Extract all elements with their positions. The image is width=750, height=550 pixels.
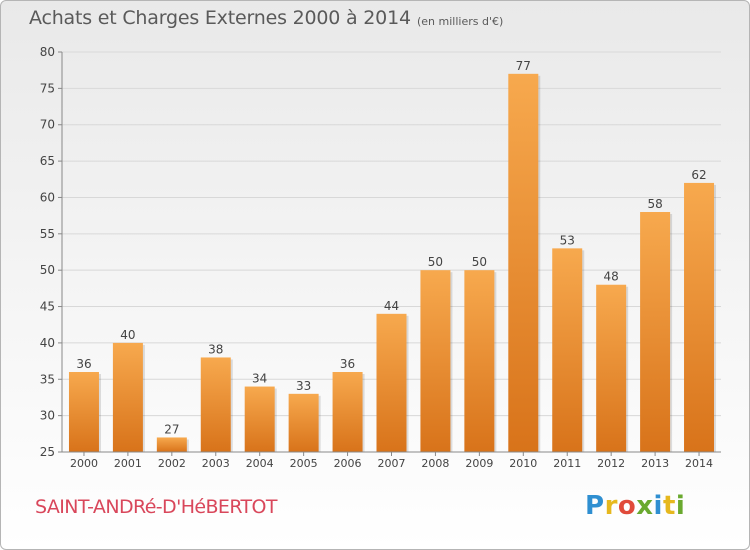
bar-2009 [464,270,495,452]
bar-value-label: 34 [252,372,267,386]
bar-2013 [640,212,671,452]
bar-value-label: 36 [340,357,355,371]
x-tick-label: 2011 [553,457,581,470]
bar-2014 [684,182,715,452]
bar-value-label: 77 [516,59,531,73]
bar-value-label: 36 [76,357,91,371]
y-tick-label: 30 [40,409,55,423]
bar-2004 [244,386,275,452]
chart-subtitle: (en milliers d'€) [417,15,504,28]
x-tick-label: 2008 [421,457,449,470]
bar-value-label: 38 [208,342,223,356]
y-tick-label: 35 [40,372,55,386]
bar-value-label: 50 [472,255,487,269]
x-tick-label: 2013 [641,457,669,470]
x-tick-label: 2003 [202,457,230,470]
x-tick-label: 2002 [158,457,186,470]
bar-value-label: 33 [296,379,311,393]
bar-value-label: 50 [428,255,443,269]
x-tick-label: 2000 [70,457,98,470]
y-tick-label: 65 [40,154,55,168]
x-tick-label: 2014 [685,457,713,470]
bar-2007 [376,313,407,452]
bar-value-label: 58 [647,197,662,211]
x-tick-label: 2012 [597,457,625,470]
bar-2006 [332,372,363,452]
y-tick-label: 55 [40,227,55,241]
proxiti-logo: Proxiti [585,491,686,521]
bar-2010 [508,73,539,453]
x-tick-label: 2001 [114,457,142,470]
x-tick-label: 2004 [246,457,274,470]
y-tick-label: 40 [40,336,55,350]
commune-name: SAINT-ANDRé-D'HéBERTOT [35,496,278,518]
bar-value-label: 62 [691,168,706,182]
bar-2003 [200,357,231,452]
x-tick-label: 2009 [465,457,493,470]
bar-value-label: 27 [164,422,179,436]
y-tick-label: 70 [40,118,55,132]
bar-value-label: 53 [560,233,575,247]
y-tick-label: 50 [40,263,55,277]
bar-value-label: 44 [384,299,399,313]
x-tick-label: 2007 [378,457,406,470]
bar-2012 [596,284,627,452]
bar-2002 [156,437,187,452]
bar-value-label: 40 [120,328,135,342]
bar-2000 [68,372,99,452]
bar-2001 [112,342,143,452]
y-tick-label: 80 [40,45,55,59]
y-tick-label: 60 [40,190,55,204]
chart-title: Achats et Charges Externes 2000 à 2014 [29,7,411,29]
x-tick-label: 2010 [509,457,537,470]
y-tick-label: 75 [40,81,55,95]
bar-2005 [288,393,319,452]
x-tick-label: 2005 [290,457,318,470]
bar-2011 [552,248,583,452]
bar-2008 [420,270,451,452]
y-tick-label: 25 [40,445,55,459]
x-tick-label: 2006 [334,457,362,470]
bar-value-label: 48 [604,270,619,284]
y-tick-label: 45 [40,300,55,314]
